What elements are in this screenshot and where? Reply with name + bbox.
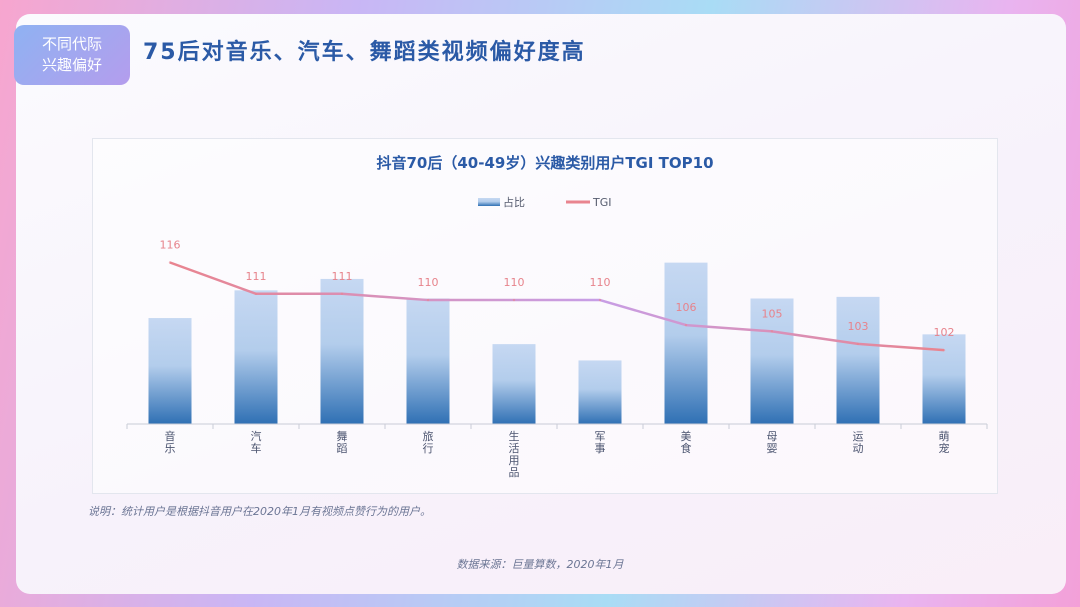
- page-headline: 75后对音乐、汽车、舞蹈类视频偏好度高: [143, 40, 586, 65]
- chart-title: 抖音70后（40-49岁）兴趣类别用户TGI TOP10: [376, 154, 713, 172]
- tgi-point-2: [254, 292, 258, 295]
- tgi-label-8: 105: [762, 307, 783, 320]
- bar-1: [148, 318, 192, 424]
- x-label-2: 汽车: [251, 429, 262, 455]
- x-label-9: 运动: [853, 430, 864, 455]
- tgi-point-4: [426, 298, 430, 302]
- bar-8: [750, 298, 794, 424]
- legend-bar-swatch: [478, 198, 500, 206]
- bar-9: [836, 296, 880, 424]
- tgi-label-9: 103: [848, 320, 869, 333]
- tgi-label-1: 116: [160, 239, 181, 252]
- bar-3: [320, 278, 364, 424]
- tgi-point-3: [340, 292, 344, 295]
- section-tag-line2: 兴趣偏好: [41, 56, 102, 74]
- tgi-label-7: 106: [676, 301, 697, 314]
- x-label-6: 军事: [595, 430, 606, 455]
- bar-5: [492, 344, 536, 424]
- tgi-label-5: 110: [504, 276, 525, 289]
- tgi-point-5: [512, 298, 516, 302]
- tgi-point-7: [684, 323, 688, 327]
- tgi-point-10: [942, 348, 946, 352]
- section-tag: 不同代际 兴趣偏好: [14, 25, 130, 85]
- x-label-5: 生活用品: [509, 429, 520, 479]
- footnote: 说明：统计用户是根据抖音用户在2020年1月有视频点赞行为的用户。: [88, 505, 431, 518]
- x-label-4: 旅行: [423, 429, 434, 455]
- legend-bar-label: 占比: [503, 195, 525, 209]
- legend-line-label: TGI: [592, 196, 612, 209]
- tgi-point-9: [856, 342, 860, 346]
- x-label-3: 舞蹈: [337, 430, 348, 455]
- data-source: 数据来源：巨量算数，2020年1月: [456, 558, 624, 571]
- tgi-point-6: [598, 298, 602, 302]
- x-label-7: 美食: [681, 430, 692, 455]
- tgi-label-2: 111: [246, 270, 267, 283]
- tgi-label-6: 110: [590, 276, 611, 289]
- bar-6: [578, 360, 622, 424]
- tgi-label-4: 110: [418, 276, 439, 289]
- bar-2: [234, 290, 278, 424]
- tgi-point-1: [168, 261, 172, 264]
- tgi-label-3: 111: [332, 270, 353, 283]
- bar-4: [406, 298, 450, 424]
- section-tag-line1: 不同代际: [41, 35, 102, 53]
- x-label-8: 母婴: [767, 430, 778, 455]
- tgi-point-8: [770, 330, 774, 333]
- bar-7: [664, 262, 708, 424]
- x-label-1: 音乐: [165, 429, 176, 455]
- x-label-10: 萌宠: [939, 429, 950, 455]
- tgi-line: [169, 261, 945, 352]
- tgi-label-10: 102: [934, 326, 955, 339]
